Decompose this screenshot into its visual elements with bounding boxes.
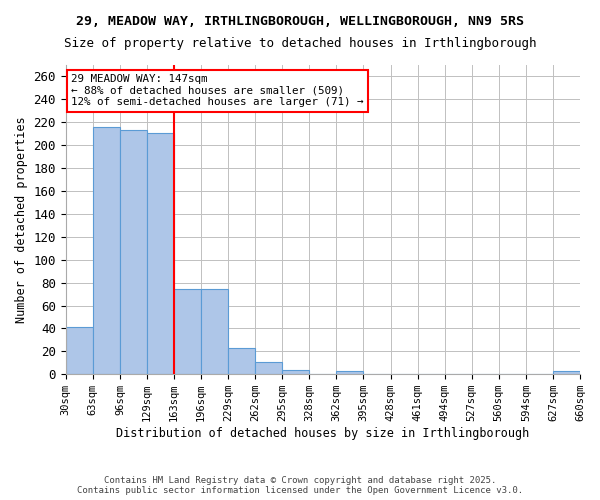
Bar (228, 348, 255, 374)
Bar (66, 328, 93, 374)
Text: Size of property relative to detached houses in Irthlingborough: Size of property relative to detached ho… (64, 38, 536, 51)
Bar (174, 290, 201, 374)
Text: Contains HM Land Registry data © Crown copyright and database right 2025.
Contai: Contains HM Land Registry data © Crown c… (77, 476, 523, 495)
X-axis label: Distribution of detached houses by size in Irthlingborough: Distribution of detached houses by size … (116, 427, 530, 440)
Bar (120, 130, 147, 374)
Bar (282, 370, 310, 374)
Bar (147, 132, 174, 374)
Bar (553, 371, 580, 374)
Bar (201, 290, 228, 374)
Bar (93, 127, 120, 374)
Bar (337, 371, 364, 374)
Text: 29 MEADOW WAY: 147sqm
← 88% of detached houses are smaller (509)
12% of semi-det: 29 MEADOW WAY: 147sqm ← 88% of detached … (71, 74, 364, 108)
Bar (255, 362, 282, 374)
Text: 29, MEADOW WAY, IRTHLINGBOROUGH, WELLINGBOROUGH, NN9 5RS: 29, MEADOW WAY, IRTHLINGBOROUGH, WELLING… (76, 15, 524, 28)
Y-axis label: Number of detached properties: Number of detached properties (15, 116, 28, 323)
